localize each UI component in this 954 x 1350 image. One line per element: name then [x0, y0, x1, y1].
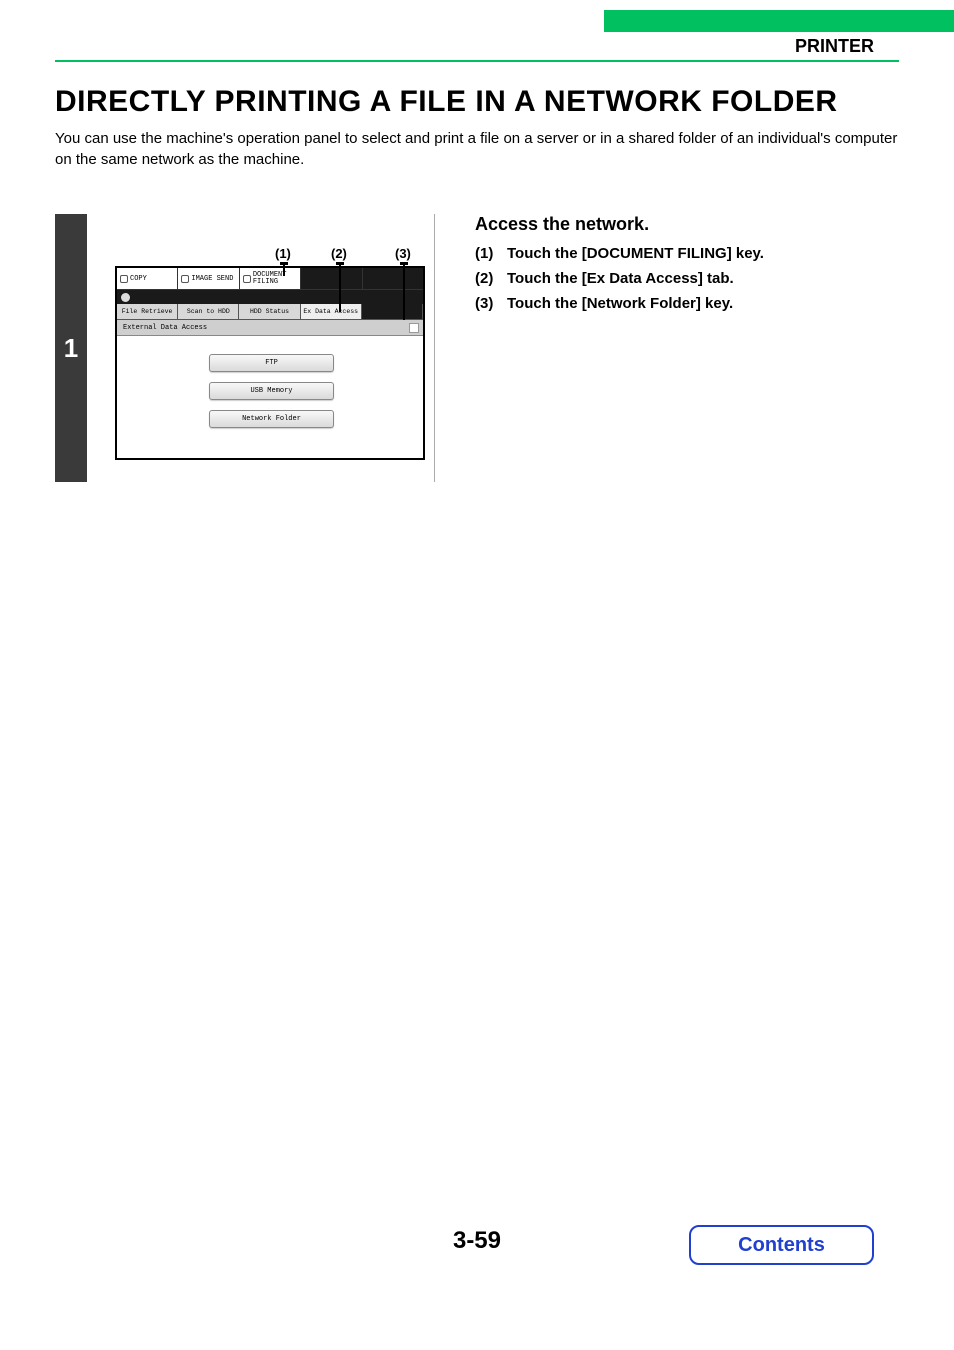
- leader-cap-2: [336, 262, 344, 265]
- instruction-1: (1)Touch the [DOCUMENT FILING] key.: [475, 245, 894, 262]
- mode-copy[interactable]: COPY: [117, 268, 178, 289]
- instruction-2-text: Touch the [Ex Data Access] tab.: [507, 270, 734, 287]
- callout-3: (3): [395, 246, 411, 261]
- tab-row: File Retrieve Scan to HDD HDD Status Ex …: [117, 304, 423, 320]
- contents-button[interactable]: Contents: [689, 1225, 874, 1265]
- section-label: PRINTER: [795, 36, 874, 57]
- filing-icon: [243, 275, 251, 283]
- page: PRINTER DIRECTLY PRINTING A FILE IN A NE…: [0, 0, 954, 1350]
- header-rule: [55, 60, 899, 62]
- device-screenshot: (1) (2) (3) COPY IMAGE SEND DOCUMENT FIL…: [115, 246, 425, 460]
- top-accent-bar: [604, 10, 954, 32]
- mode-doc-filing-label: DOCUMENT FILING: [253, 272, 300, 286]
- tab-hdd-status[interactable]: HDD Status: [239, 304, 300, 319]
- leader-line-2: [339, 262, 341, 312]
- panel-title: External Data Access: [117, 320, 423, 336]
- tab-blank: [362, 304, 423, 319]
- mode-image-send-label: IMAGE SEND: [191, 275, 233, 283]
- util-icon[interactable]: [121, 293, 130, 302]
- panel-corner-icon[interactable]: [409, 323, 419, 333]
- tab-file-retrieve[interactable]: File Retrieve: [117, 304, 178, 319]
- instruction-2-num: (2): [475, 270, 507, 287]
- callout-1: (1): [275, 246, 291, 261]
- instructions-heading: Access the network.: [475, 214, 894, 235]
- instruction-2: (2)Touch the [Ex Data Access] tab.: [475, 270, 894, 287]
- send-icon: [181, 275, 189, 283]
- mode-blank-2: [363, 268, 423, 289]
- step-block: 1 (1) (2) (3) COPY IMAGE SEND DOCUMEN: [55, 214, 435, 482]
- mode-row: COPY IMAGE SEND DOCUMENT FILING: [117, 268, 423, 290]
- panel-head-wrap: External Data Access: [117, 320, 423, 336]
- network-folder-button[interactable]: Network Folder: [209, 410, 334, 428]
- device-frame: COPY IMAGE SEND DOCUMENT FILING File Ret…: [115, 266, 425, 460]
- intro-text: You can use the machine's operation pane…: [55, 128, 899, 170]
- util-row: [117, 290, 423, 304]
- instruction-3-num: (3): [475, 295, 507, 312]
- mode-blank-1: [301, 268, 362, 289]
- step-number: 1: [55, 214, 87, 482]
- instructions-list: (1)Touch the [DOCUMENT FILING] key. (2)T…: [475, 245, 894, 312]
- mode-image-send[interactable]: IMAGE SEND: [178, 268, 239, 289]
- mode-copy-label: COPY: [130, 275, 147, 283]
- copy-icon: [120, 275, 128, 283]
- instruction-3: (3)Touch the [Network Folder] key.: [475, 295, 894, 312]
- tab-ex-data-access[interactable]: Ex Data Access: [301, 304, 362, 319]
- callout-2: (2): [331, 246, 347, 261]
- instruction-1-num: (1): [475, 245, 507, 262]
- page-title: DIRECTLY PRINTING A FILE IN A NETWORK FO…: [55, 85, 899, 119]
- instruction-1-text: Touch the [DOCUMENT FILING] key.: [507, 245, 764, 262]
- leader-cap-3: [400, 262, 408, 265]
- mode-document-filing[interactable]: DOCUMENT FILING: [240, 268, 301, 289]
- usb-memory-button[interactable]: USB Memory: [209, 382, 334, 400]
- instruction-3-text: Touch the [Network Folder] key.: [507, 295, 733, 312]
- leader-cap-1: [280, 262, 288, 265]
- callout-row: (1) (2) (3): [115, 246, 425, 266]
- tab-scan-to-hdd[interactable]: Scan to HDD: [178, 304, 239, 319]
- instructions: Access the network. (1)Touch the [DOCUME…: [475, 214, 894, 320]
- ftp-button[interactable]: FTP: [209, 354, 334, 372]
- panel-body: FTP USB Memory Network Folder: [117, 336, 423, 458]
